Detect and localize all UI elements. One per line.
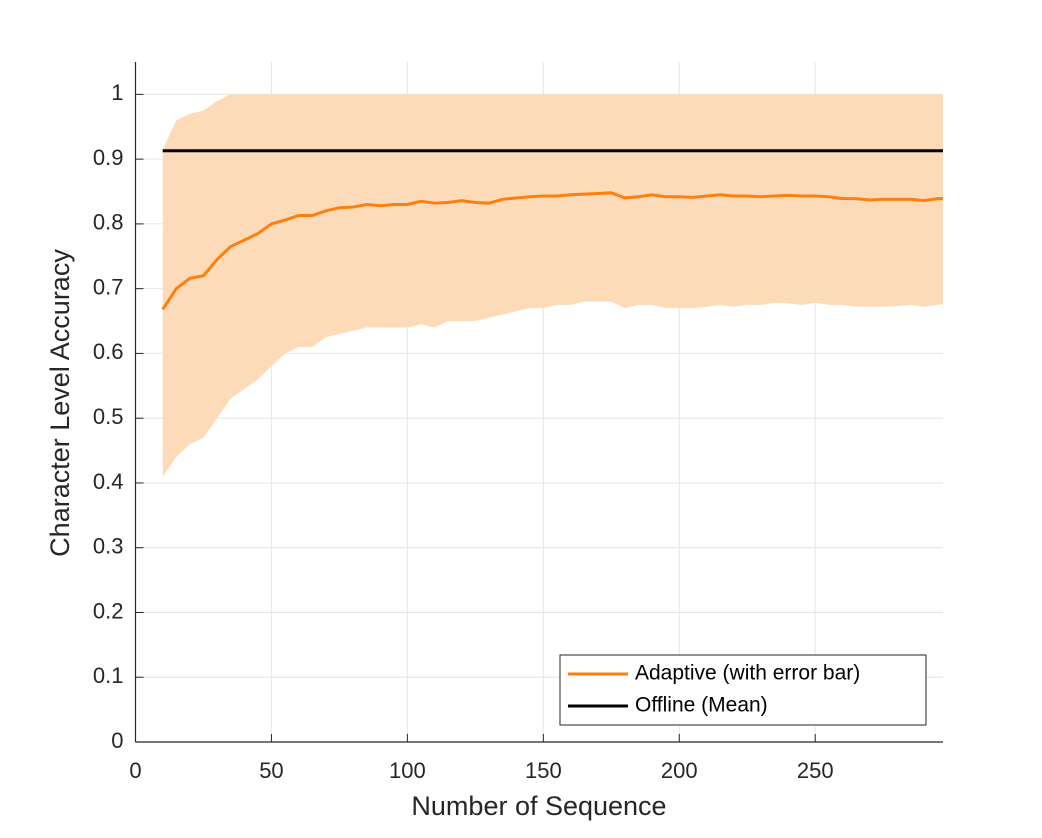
- legend-label: Adaptive (with error bar): [635, 662, 860, 685]
- series-line: [161, 191, 943, 311]
- y-tick-label: 0.2: [93, 598, 124, 623]
- y-tick-label: 0.7: [93, 274, 124, 299]
- y-tick-label: 0.8: [93, 210, 124, 235]
- y-tick-label: 0.6: [93, 339, 124, 364]
- plot-area: [161, 94, 944, 477]
- x-tick-label: 100: [389, 758, 426, 783]
- error-band: [162, 94, 944, 477]
- x-tick-label: 0: [129, 758, 141, 783]
- y-axis-label: Character Level Accuracy: [45, 249, 75, 557]
- y-tick-label: 0.5: [93, 404, 124, 429]
- legend-box: [559, 654, 927, 726]
- x-tick-label: 150: [525, 758, 562, 783]
- y-tick-label: 0: [111, 728, 123, 753]
- x-axis-label: Number of Sequence: [411, 791, 666, 821]
- y-tick-label: 0.1: [93, 663, 124, 688]
- y-tick-label: 1: [111, 80, 123, 105]
- x-tick-label: 50: [259, 758, 283, 783]
- x-tick-label: 200: [661, 758, 698, 783]
- y-tick-label: 0.3: [93, 534, 124, 559]
- legend-label: Offline (Mean): [635, 694, 768, 717]
- y-tick-label: 0.4: [93, 469, 124, 494]
- x-tick-label: 250: [797, 758, 834, 783]
- y-tick-label: 0.9: [93, 145, 124, 170]
